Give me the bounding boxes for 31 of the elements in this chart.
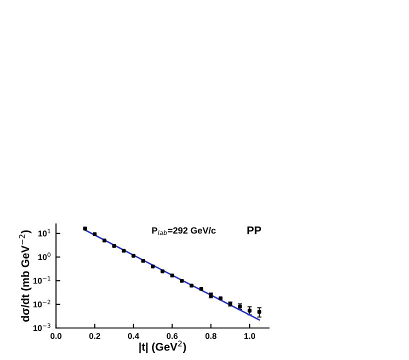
y-tick-label: 10$^{1}$: [38, 228, 50, 236]
point: [170, 274, 174, 278]
x-tick-label: 0.6: [166, 333, 178, 339]
point: [141, 258, 146, 263]
point: [132, 254, 136, 258]
x-tick-label: 1.0: [244, 333, 256, 339]
x-tick-label: 0.4: [128, 333, 140, 339]
x-tick-label: 0.0: [50, 333, 62, 339]
y-tick-label: 10$^{−2}$: [33, 300, 50, 308]
point: [248, 308, 252, 313]
x-tick-label: 0.8: [205, 333, 216, 339]
y-tick-label: 10$^{0}$: [38, 252, 50, 260]
x-axis-title: |t| (GeV$^{2}$): [139, 340, 186, 354]
point: [190, 284, 194, 288]
point: [199, 287, 204, 291]
y-axis-title: dσ/dt (mb GeV$^{−2}$): [19, 230, 32, 322]
point: [150, 264, 155, 268]
point: [112, 244, 116, 248]
y-tick-label: 10$^{−1}$: [33, 276, 50, 284]
point: [218, 296, 222, 300]
point: [180, 279, 184, 283]
point: [160, 269, 164, 274]
annotation: P$_{lab}$=292 GeV/c: [152, 227, 216, 236]
x-tick-label: 0.2: [89, 333, 100, 339]
point: [257, 310, 262, 314]
point: [92, 232, 97, 236]
annotation: PP: [247, 226, 262, 234]
point: [122, 248, 126, 253]
point: [83, 226, 87, 230]
point: [102, 238, 106, 242]
y-tick-label: 10$^{−3}$: [33, 323, 50, 332]
